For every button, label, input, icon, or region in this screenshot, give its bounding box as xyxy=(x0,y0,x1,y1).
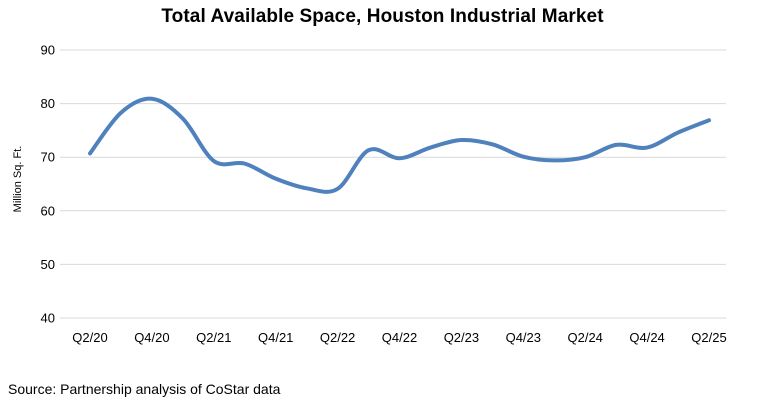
x-tick-labels: Q2/20 Q4/20 Q2/21 Q4/21 Q2/22 Q4/22 Q2/23 Q4/23… xyxy=(72,330,726,345)
y-tick-label: 40 xyxy=(41,311,55,326)
series-line-0 xyxy=(88,96,711,194)
x-tick-label: Q4/22 xyxy=(382,330,417,345)
x-tick-label: Q4/23 xyxy=(506,330,541,345)
gridlines xyxy=(60,49,726,319)
source-note: Source: Partnership analysis of CoStar d… xyxy=(8,381,281,397)
y-tick-labels: 40 50 60 70 80 90 xyxy=(41,43,55,326)
x-tick-label: Q2/23 xyxy=(444,330,479,345)
y-tick-label: 90 xyxy=(41,43,55,58)
y-tick-label: 60 xyxy=(41,203,55,218)
y-axis-label: Million Sq. Ft. xyxy=(12,146,24,213)
x-tick-label: Q2/22 xyxy=(320,330,355,345)
x-tick-label: Q2/20 xyxy=(72,330,107,345)
x-tick-label: Q4/24 xyxy=(629,330,664,345)
y-tick-label: 70 xyxy=(41,150,55,165)
x-tick-label: Q4/21 xyxy=(258,330,293,345)
series-group xyxy=(88,96,711,194)
y-tick-label: 50 xyxy=(41,257,55,272)
x-tick-label: Q2/21 xyxy=(196,330,231,345)
chart-title: Total Available Space, Houston Industria… xyxy=(161,6,604,27)
x-tick-label: Q2/24 xyxy=(567,330,602,345)
x-tick-label: Q2/25 xyxy=(691,330,726,345)
y-tick-label: 80 xyxy=(41,96,55,111)
x-tick-label: Q4/20 xyxy=(134,330,169,345)
